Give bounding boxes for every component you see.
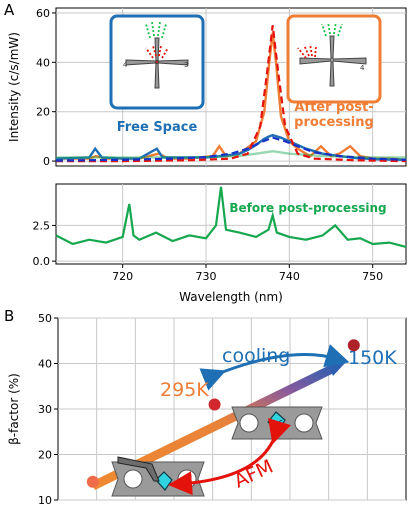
series-line-0 [55, 186, 407, 248]
panel-b-label: B [4, 307, 14, 325]
panel-a-xlabel: Wavelength (nm) [179, 290, 283, 304]
y-tick-label: 0 [43, 155, 50, 168]
inset-port-label-3: 3 [184, 61, 188, 69]
temp-295k-label: 295K [160, 379, 209, 401]
inset-port-label-4b: 4 [360, 64, 365, 72]
panel-a-label: A [4, 1, 15, 19]
panel-b-axes: 10 20 30 40 50 β-factor (%) cooling 150K 295… [7, 312, 407, 507]
after-processing-label-line2: processing [294, 115, 374, 130]
data-point-2 [347, 339, 360, 352]
panel-a-bottom-frame [55, 183, 407, 265]
panel-a-bottom-series [55, 186, 407, 248]
waveguide-structure-icon [299, 35, 367, 87]
after-processing-inset: 4 [286, 14, 382, 104]
series-line-3 [56, 25, 407, 163]
panel-b-points [86, 339, 360, 488]
y-tick-label: 40 [36, 56, 50, 69]
y-tick-label: 10 [38, 494, 52, 507]
green-emission-icon [145, 21, 167, 39]
x-tick-label: 720 [112, 270, 133, 283]
panel-a-top-series [55, 25, 407, 163]
free-space-label: Free Space [117, 120, 198, 135]
data-point-0 [86, 475, 99, 488]
after-processing-label-line1: After post- [294, 100, 373, 115]
data-point-1 [208, 398, 221, 411]
before-processing-label: Before post-processing [229, 201, 386, 215]
red-emission-icon [145, 45, 169, 59]
free-space-inset: 3 4 [109, 14, 205, 110]
y-tick-label: 20 [38, 449, 52, 462]
panel-a-bottom-yticks: 0.0 2.5 [33, 219, 56, 268]
afm-label: AFM [231, 456, 277, 493]
series-line-4 [55, 136, 407, 162]
inset-port-label-4: 4 [123, 61, 128, 69]
panel-a-top-axes: 0 20 40 60 Intensity (c/s/mW) 3 4 Free Spac… [7, 7, 407, 168]
y-tick-label: 50 [38, 312, 52, 325]
afm-tip-icon [117, 456, 160, 482]
y-tick-label: 40 [38, 358, 52, 371]
x-tick-label: 740 [279, 270, 300, 283]
afm-arrow [168, 417, 292, 496]
panel-a-bottom-axes: 0.0 2.5 720 730 740 750 Before post-processi… [33, 183, 407, 304]
cooling-label: cooling [222, 345, 290, 367]
panel-a-bottom-grid [56, 184, 406, 264]
panel-a-bottom-xticks: 720 730 740 750 [112, 264, 383, 283]
panel-b-ylabel: β-factor (%) [7, 373, 21, 445]
y-tick-label: 60 [36, 7, 50, 20]
cavity-before-afm-icon [111, 456, 205, 497]
x-tick-label: 750 [362, 270, 383, 283]
temp-150k-label: 150K [348, 347, 397, 369]
panel-a-ylabel: Intensity (c/s/mW) [7, 32, 21, 142]
y-tick-label: 2.5 [33, 219, 51, 232]
y-tick-label: 20 [36, 106, 50, 119]
cooling-arrow [199, 344, 350, 391]
panel-a-top-yticks: 0 20 40 60 [36, 7, 56, 168]
x-tick-label: 730 [196, 270, 217, 283]
panel-a-top-frame [55, 7, 407, 167]
panel-b-yticks: 10 20 30 40 50 [38, 312, 58, 507]
y-tick-label: 0.0 [33, 255, 51, 268]
red-emission-icon-2 [297, 43, 317, 59]
y-tick-label: 30 [38, 403, 52, 416]
